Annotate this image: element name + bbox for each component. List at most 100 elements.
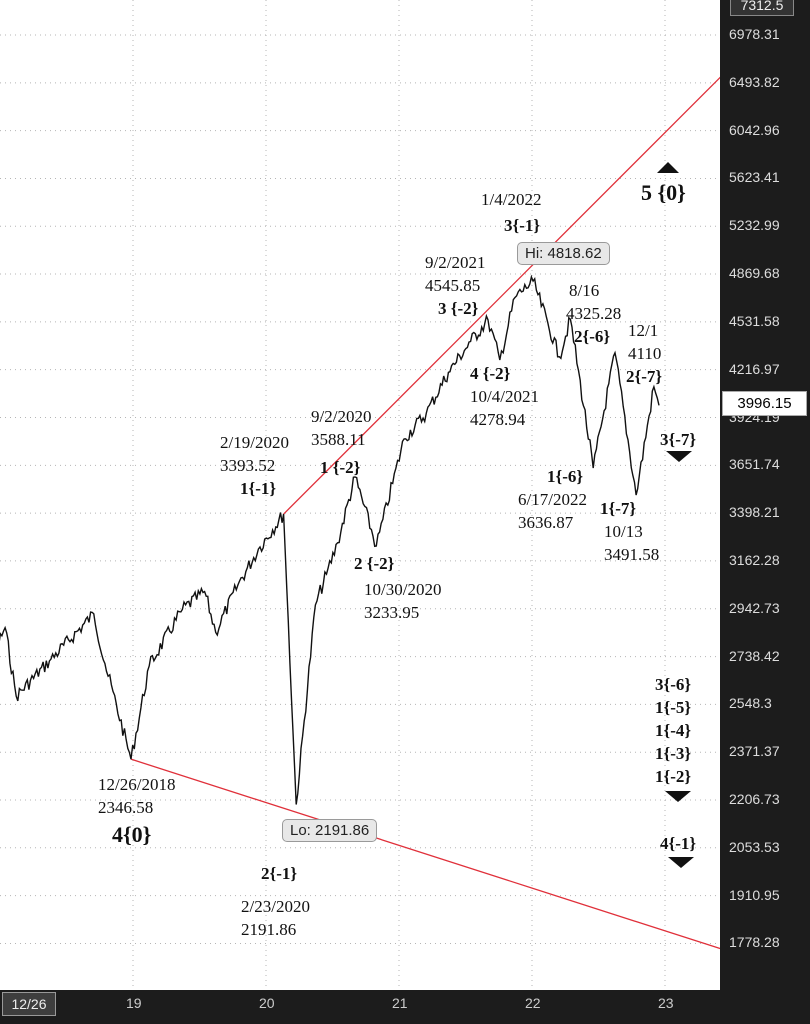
wave-label: 1 {-2} (320, 458, 361, 477)
y-tick-label: 2206.73 (729, 791, 780, 807)
high-bubble: Hi: 4818.62 (517, 242, 610, 265)
annotation-2021-sep: 9/2/2021 4545.85 3 {-2} (425, 251, 485, 320)
wave-label: 5 {0} (641, 180, 686, 205)
wave-label: 2{-1} (261, 864, 298, 883)
wave-label: 1{-7} (600, 499, 637, 518)
annotation-2020-oct: 10/30/2020 3233.95 (364, 578, 441, 624)
annotation-wave-1-m2: 1 {-2} (320, 456, 360, 479)
annotation-price: 3491.58 (604, 545, 660, 564)
x-tick-label: 22 (525, 995, 541, 1011)
arrow-down-icon (668, 857, 694, 868)
y-tick-label: 3162.28 (729, 551, 780, 568)
y-tick-label: 5232.99 (729, 217, 780, 234)
annotation-date: 12/26/2018 (98, 775, 176, 794)
x-axis-panel (0, 990, 810, 1024)
x-tick-label: 20 (259, 995, 275, 1011)
annotation-wave-2-m2: 2 {-2} (354, 552, 394, 575)
annotation-2022-oct: 1{-7} 10/13 3491.58 (600, 497, 659, 566)
annotation-2020-sep: 9/2/2020 3588.11 (311, 405, 371, 451)
annotation-2022-jan: 1/4/2022 3{-1} (481, 188, 541, 237)
annotation-wave-4-0: 4{0} (112, 823, 151, 846)
annotation-date: 9/2/2020 (311, 407, 372, 426)
annotation-price: 4545.85 (425, 276, 481, 295)
projection-wave-3-m7: 3{-7} (660, 428, 696, 451)
annotation-date: 8/16 (569, 281, 600, 300)
annotation-price: 3393.52 (220, 456, 276, 475)
wave-label: 3{-6} (655, 675, 692, 694)
wave-label: 4{0} (112, 822, 152, 847)
y-tick-label: 6493.82 (729, 73, 780, 90)
annotation-2022-aug: 8/16 4325.28 2{-6} (566, 279, 621, 348)
annotation-date: 10/13 (604, 522, 643, 541)
wave-label: 2 {-2} (354, 554, 395, 573)
annotation-price: 4110 (628, 344, 662, 363)
annotation-date: 9/2/2021 (425, 253, 486, 272)
trend-line (130, 758, 726, 951)
wave-label: 1{-6} (547, 467, 584, 486)
annotation-date: 10/30/2020 (364, 580, 442, 599)
wave-label: 2{-6} (574, 327, 611, 346)
annotation-2020-feb: 2/19/2020 3393.52 1{-1} (220, 431, 289, 500)
wave-label: 3 {-2} (438, 299, 479, 318)
arrow-down-icon (666, 451, 692, 462)
arrow-up-icon (657, 162, 679, 173)
annotation-price: 3636.87 (518, 513, 574, 532)
wave-label: 2{-7} (626, 367, 663, 386)
wave-label: 1{-1} (240, 479, 277, 498)
y-tick-label: 1778.28 (729, 934, 780, 951)
annotation-price: 2191.86 (241, 920, 297, 939)
arrow-down-icon (665, 791, 691, 802)
grid-lines (0, 0, 720, 990)
price-series-line (0, 274, 660, 805)
wave-label: 4{-1} (660, 834, 697, 853)
y-axis-panel (720, 0, 810, 1024)
y-tick-label: 4531.58 (729, 312, 780, 329)
x-tick-label: 21 (392, 995, 408, 1011)
trend-lines (130, 71, 726, 951)
x-tick-label: 19 (126, 995, 142, 1011)
wave-label: 1{-5} (655, 698, 692, 717)
crosshair-date-tag: 12/26 (2, 992, 56, 1016)
annotation-price: 2346.58 (98, 798, 154, 817)
y-tick-label: 1910.95 (729, 886, 780, 903)
projection-wave-5-0: 5 {0} (641, 181, 686, 204)
annotation-date: 12/1 (628, 321, 659, 340)
y-tick-label: 2738.42 (729, 647, 780, 664)
annotation-date: 2/23/2020 (241, 897, 310, 916)
wave-label: 3{-7} (660, 430, 697, 449)
y-tick-label: 5623.41 (729, 169, 780, 186)
annotation-price: 3588.11 (311, 430, 366, 449)
annotation-2020-mar: 2{-1} 2/23/2020 2191.86 (241, 862, 310, 941)
wave-label: 1{-4} (655, 721, 692, 740)
y-tick-label: 3398.21 (729, 504, 780, 521)
annotation-2022-jun: 1{-6} 6/17/2022 3636.87 (518, 465, 587, 534)
wave-label: 3{-1} (504, 216, 541, 235)
y-tick-label: 2942.73 (729, 599, 780, 616)
projection-wave-4-m1: 4{-1} (660, 832, 696, 855)
annotation-price: 3233.95 (364, 603, 420, 622)
trend-line (283, 71, 726, 515)
annotation-price: 4278.94 (470, 410, 526, 429)
annotation-2022-dec: 12/1 4110 2{-7} (626, 319, 662, 388)
annotation-2021-oct: 4 {-2} 10/4/2021 4278.94 (470, 362, 539, 431)
annotation-price: 4325.28 (566, 304, 622, 323)
y-tick-label: 2548.3 (729, 695, 772, 712)
low-bubble: Lo: 2191.86 (282, 819, 378, 842)
y-tick-label: 3651.74 (729, 456, 780, 473)
y-tick-label: 2053.53 (729, 838, 780, 855)
wave-label: 1{-3} (655, 744, 692, 763)
annotation-date: 10/4/2021 (470, 387, 539, 406)
annotation-2018-low: 12/26/2018 2346.58 (98, 773, 175, 819)
axis-top-value: 7312.5 (730, 0, 794, 16)
y-tick-label: 6042.96 (729, 121, 780, 138)
y-tick-label: 4869.68 (729, 265, 780, 282)
y-tick-label: 6978.31 (729, 26, 780, 42)
x-tick-label: 23 (658, 995, 674, 1011)
annotation-date: 1/4/2022 (481, 190, 542, 209)
y-tick-label: 4216.97 (729, 360, 780, 377)
wave-label: 1{-2} (655, 767, 692, 786)
wave-label: 4 {-2} (470, 364, 511, 383)
projection-wave-stack: 3{-6} 1{-5} 1{-4} 1{-3} 1{-2} (655, 673, 691, 788)
annotation-date: 6/17/2022 (518, 490, 587, 509)
